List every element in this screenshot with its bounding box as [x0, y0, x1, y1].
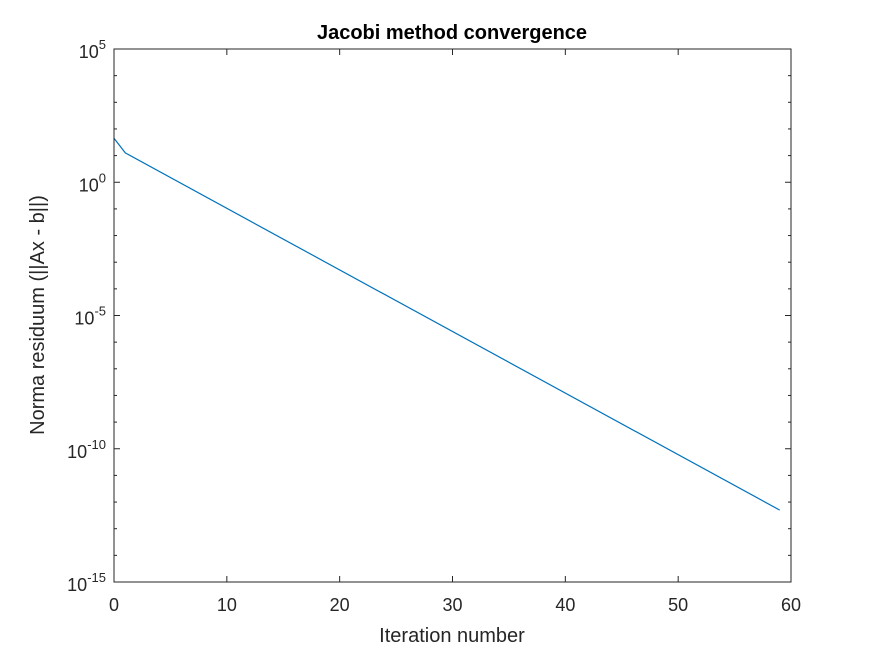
- x-tick-label: 0: [109, 595, 119, 615]
- chart-title: Jacobi method convergence: [317, 22, 587, 44]
- x-tick-label: 60: [781, 595, 801, 615]
- x-ticks: 0 10 20 30 40 50 60: [109, 49, 801, 615]
- x-tick-label: 10: [217, 595, 237, 615]
- y-ticks: 10-15 10-10 10-5 100 105: [67, 37, 791, 595]
- y-axis-label: Norma residuum (||Ax - b||): [27, 195, 49, 435]
- plot-area: [114, 49, 791, 582]
- x-tick-label: 50: [668, 595, 688, 615]
- series-layer: [113, 137, 780, 511]
- y-tick-label: 10-5: [74, 304, 106, 329]
- x-tick-label: 40: [555, 595, 575, 615]
- x-tick-label: 20: [330, 595, 350, 615]
- y-tick-label: 10-10: [67, 437, 106, 462]
- y-tick-label: 10-15: [67, 570, 106, 595]
- y-tick-label: 105: [79, 37, 106, 62]
- x-tick-label: 30: [442, 595, 462, 615]
- x-axis-label: Iteration number: [379, 625, 525, 647]
- y-tick-label: 100: [79, 170, 106, 195]
- series-line: [113, 137, 780, 511]
